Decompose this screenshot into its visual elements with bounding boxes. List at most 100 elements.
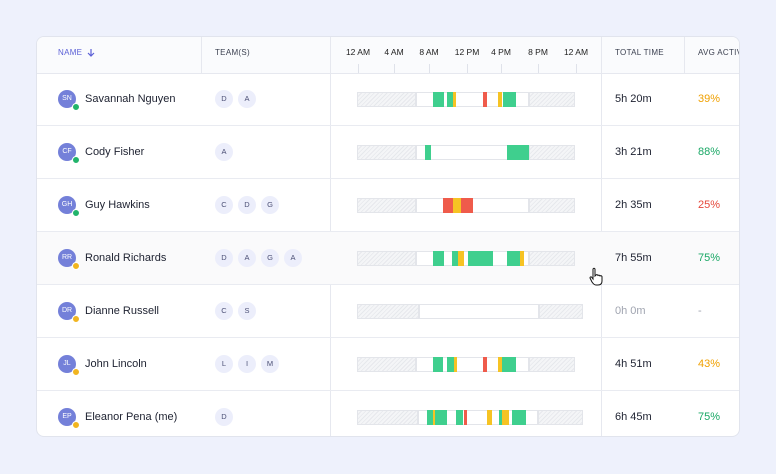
team-chip: I: [238, 355, 256, 373]
status-dot: [72, 156, 80, 164]
activity-segment: [454, 357, 457, 372]
activity-segment: [507, 145, 529, 160]
activity-segment: [499, 410, 502, 425]
teams-header: TEAM(S): [215, 48, 250, 57]
activity-segment: [461, 198, 473, 213]
table-row[interactable]: EP Eleanor Pena (me) D 6h 45m 75%: [37, 391, 739, 436]
time-label: 8 AM: [419, 47, 439, 57]
team-chip: D: [238, 196, 256, 214]
team-chip: D: [215, 90, 233, 108]
avatar: SN: [58, 90, 76, 108]
time-tick: [538, 64, 539, 73]
activity-segment: [433, 92, 444, 107]
activity-segment: [433, 357, 443, 372]
activity-segment: [456, 410, 463, 425]
timeline-offhours: [529, 251, 575, 266]
table-row[interactable]: SN Savannah Nguyen D A 5h 20m 39%: [37, 73, 739, 126]
time-tick: [576, 64, 577, 73]
timeline-offhours: [529, 92, 575, 107]
member-name: Dianne Russell: [85, 305, 159, 317]
avatar: EP: [58, 408, 76, 426]
activity-segment: [502, 357, 516, 372]
total-time: 6h 45m: [615, 411, 652, 423]
timeline-offhours: [529, 145, 575, 160]
table-header: NAME TEAM(S) TOTAL TIME AVG ACTIVITY 12 …: [37, 37, 739, 74]
avatar: RR: [58, 249, 76, 267]
avg-activity: 75%: [698, 411, 721, 423]
timeline-offhours: [539, 304, 583, 319]
team-chip: L: [215, 355, 233, 373]
status-dot: [72, 315, 80, 323]
divider: [201, 37, 202, 73]
timeline-workhours: [419, 304, 539, 319]
team-chip: A: [238, 249, 256, 267]
member-name: Cody Fisher: [85, 146, 145, 158]
member-name: Ronald Richards: [85, 252, 167, 264]
activity-segment: [483, 357, 487, 372]
team-chip: M: [261, 355, 279, 373]
time-tick: [467, 64, 468, 73]
activity-segment: [453, 198, 461, 213]
team-chip: A: [215, 143, 233, 161]
name-header[interactable]: NAME: [58, 48, 83, 57]
activity-segment: [502, 410, 509, 425]
activity-segment: [512, 410, 526, 425]
activity-table: NAME TEAM(S) TOTAL TIME AVG ACTIVITY 12 …: [36, 36, 740, 437]
timeline-offhours: [357, 357, 416, 372]
timeline-offhours: [529, 357, 575, 372]
total-time: 3h 21m: [615, 146, 652, 158]
table-row[interactable]: DR Dianne Russell C S 0h 0m -: [37, 285, 739, 338]
timeline-offhours: [538, 410, 583, 425]
total-time: 4h 51m: [615, 358, 652, 370]
activity-segment: [433, 251, 444, 266]
team-chip: G: [261, 249, 279, 267]
team-chip: S: [238, 302, 256, 320]
status-dot: [72, 368, 80, 376]
avg-activity: 25%: [698, 199, 721, 211]
member-name: John Lincoln: [85, 358, 147, 370]
activity-segment: [425, 145, 431, 160]
activity-segment: [498, 92, 502, 107]
activity-segment: [507, 251, 520, 266]
time-tick: [501, 64, 502, 73]
table-row[interactable]: CF Cody Fisher A 3h 21m 88%: [37, 126, 739, 179]
activity-segment: [468, 251, 493, 266]
avg-activity: 39%: [698, 93, 721, 105]
activity-segment: [503, 92, 516, 107]
time-label: 12 PM: [454, 47, 480, 57]
status-dot: [72, 262, 80, 270]
avatar: CF: [58, 143, 76, 161]
cursor: [589, 267, 603, 286]
team-chip: G: [261, 196, 279, 214]
timeline-offhours: [357, 410, 418, 425]
team-chip: D: [215, 408, 233, 426]
activity-segment: [427, 410, 433, 425]
total-time: 0h 0m: [615, 305, 646, 317]
activity-segment: [498, 357, 502, 372]
activity-segment: [447, 92, 453, 107]
timeline-offhours: [357, 198, 416, 213]
activity-segment: [464, 410, 467, 425]
table-row[interactable]: GH Guy Hawkins C D G 2h 35m 25%: [37, 179, 739, 232]
activity-segment: [458, 251, 464, 266]
sort-arrow[interactable]: [87, 48, 95, 57]
avg-activity: 43%: [698, 358, 721, 370]
activity-segment: [435, 410, 447, 425]
timeline-offhours: [357, 251, 416, 266]
total-header: TOTAL TIME: [615, 48, 664, 57]
status-dot: [72, 421, 80, 429]
total-time: 2h 35m: [615, 199, 652, 211]
avg-activity: -: [698, 305, 702, 317]
time-tick: [429, 64, 430, 73]
table-row[interactable]: JL John Lincoln L I M 4h 51m 43%: [37, 338, 739, 391]
time-label: 8 PM: [528, 47, 548, 57]
activity-segment: [452, 251, 458, 266]
time-label: 12 AM: [345, 47, 371, 57]
avatar: JL: [58, 355, 76, 373]
member-name: Guy Hawkins: [85, 199, 150, 211]
time-label: 4 AM: [384, 47, 404, 57]
team-chip: A: [284, 249, 302, 267]
table-row[interactable]: RR Ronald Richards D A G A 7h 55m 75%: [37, 232, 739, 285]
avg-header: AVG ACTIVITY: [698, 48, 739, 57]
